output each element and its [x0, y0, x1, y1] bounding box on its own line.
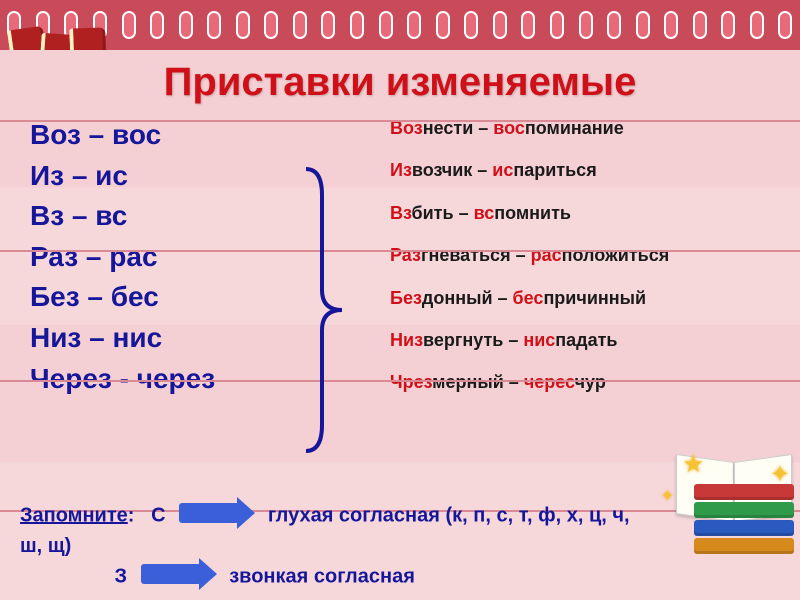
deaf-consonants-wrap: ш, щ): [20, 535, 71, 557]
stacked-book: [694, 502, 794, 518]
spiral-ring: [750, 11, 764, 39]
spiral-ring: [236, 11, 250, 39]
letter-s: С: [151, 504, 165, 526]
spiral-ring: [379, 11, 393, 39]
remember-label: Запомните: [20, 504, 128, 526]
spiral-ring: [264, 11, 278, 39]
curly-brace: [298, 165, 348, 455]
voiced-consonants: звонкая согласная: [229, 565, 415, 587]
star-icon: ★: [682, 450, 704, 479]
spiral-binding: [0, 0, 800, 50]
example-pair: Чрезмерный – чересчур: [390, 371, 800, 394]
spiral-ring: [321, 11, 335, 39]
spiral-ring: [464, 11, 478, 39]
stacked-book: [694, 520, 794, 536]
example-pair: Бездонный – беспричинный: [390, 287, 800, 310]
spiral-ring: [293, 11, 307, 39]
spiral-ring: [636, 11, 650, 39]
spiral-ring: [350, 11, 364, 39]
page-content: Приставки изменяемые Воз – восИз – исВз …: [0, 50, 800, 600]
prefix-pair: Через - через: [30, 359, 300, 400]
arrow-icon: [141, 564, 201, 590]
spiral-ring: [550, 11, 564, 39]
spiral-ring: [179, 11, 193, 39]
star-icon: ✦: [770, 460, 790, 489]
spiral-ring: [122, 11, 136, 39]
arrow-icon: [179, 503, 239, 529]
stacked-book: [694, 538, 794, 554]
deaf-consonants: глухая согласная (к, п, с, т, ф, х, ц, ч…: [268, 504, 630, 526]
spiral-ring: [407, 11, 421, 39]
example-pair: Низвергнуть – ниспадать: [390, 329, 800, 352]
prefix-list: Воз – восИз – исВз – всРаз – расБез – бе…: [0, 115, 300, 414]
example-pair: Извозчик – испариться: [390, 159, 800, 182]
spiral-ring: [778, 11, 792, 39]
page-title: Приставки изменяемые: [0, 50, 800, 105]
letter-z: З: [114, 565, 127, 587]
spiral-ring: [436, 11, 450, 39]
spiral-ring: [664, 11, 678, 39]
prefix-pair: Вз – вс: [30, 196, 300, 237]
prefix-pair: Раз – рас: [30, 237, 300, 278]
spiral-ring: [607, 11, 621, 39]
spiral-ring: [493, 11, 507, 39]
spiral-ring: [521, 11, 535, 39]
spiral-ring: [579, 11, 593, 39]
prefix-pair: Без – бес: [30, 277, 300, 318]
example-pair: Взбить – вспомнить: [390, 202, 800, 225]
spiral-ring: [150, 11, 164, 39]
prefix-pair: Из – ис: [30, 156, 300, 197]
examples-list: Вознести – воспоминаниеИзвозчик – испари…: [300, 115, 800, 414]
spiral-ring: [693, 11, 707, 39]
book-decor-bottom-right: ★ ✦ ✦: [644, 456, 794, 556]
star-icon: ✦: [661, 486, 674, 506]
spiral-ring: [207, 11, 221, 39]
example-pair: Разгневаться – расположиться: [390, 244, 800, 267]
spiral-ring: [721, 11, 735, 39]
prefix-pair: Низ – нис: [30, 318, 300, 359]
